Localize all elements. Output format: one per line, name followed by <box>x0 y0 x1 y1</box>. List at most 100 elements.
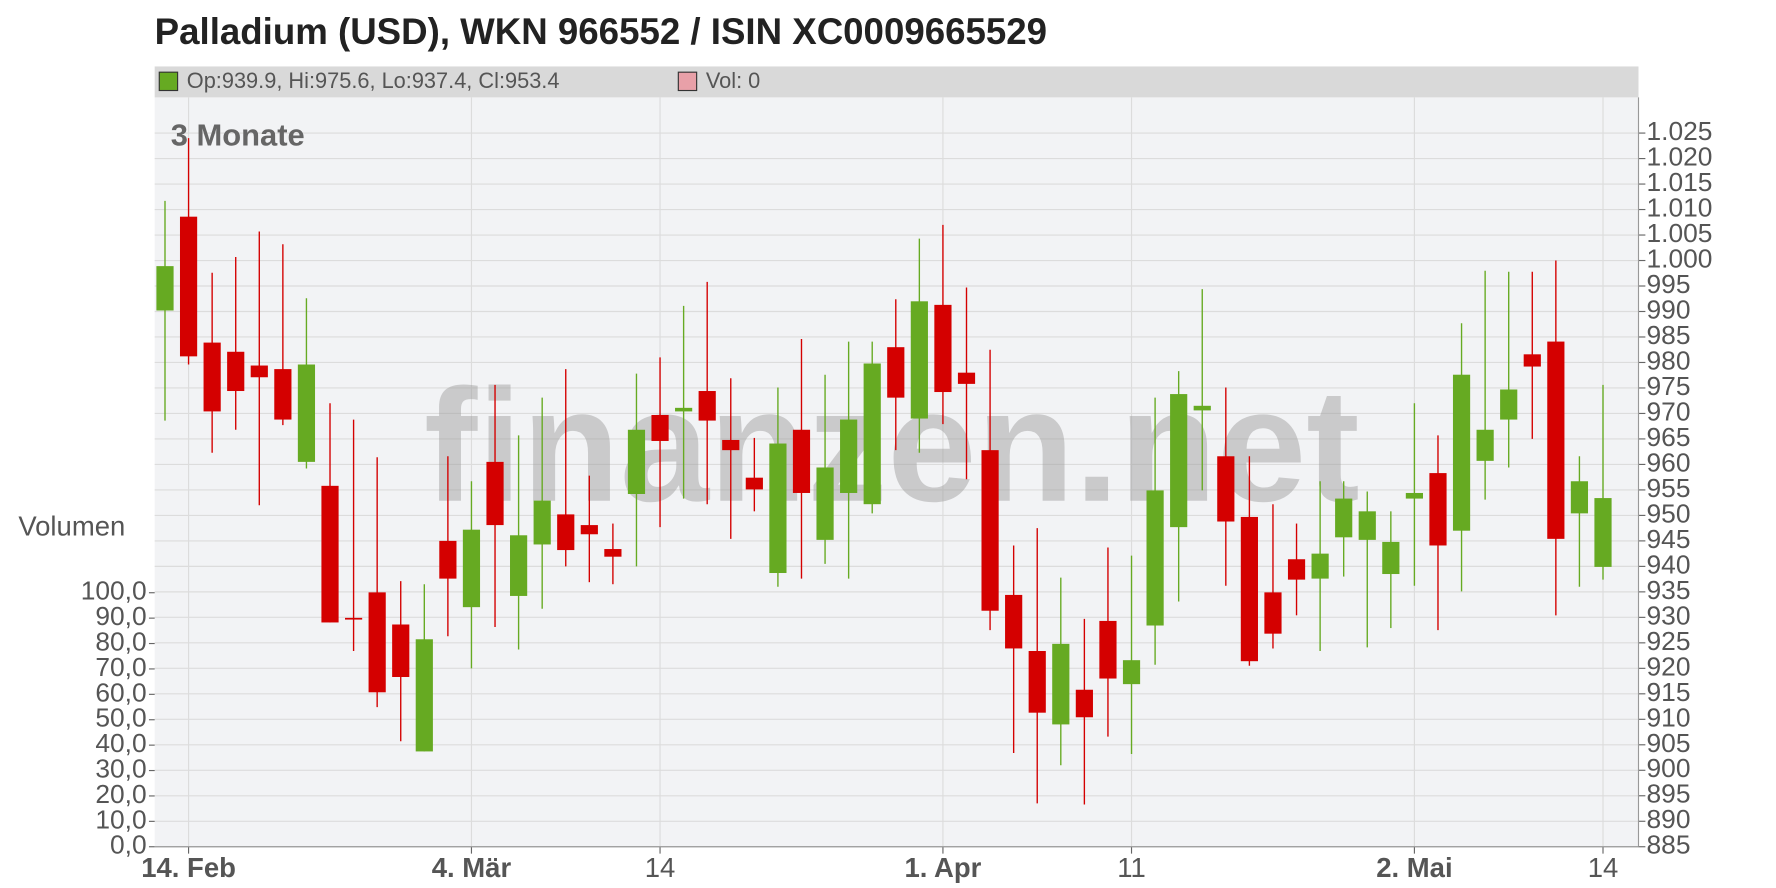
x-tick-label: 14 <box>1588 852 1619 883</box>
candle-body <box>1405 492 1424 499</box>
candle-body <box>1452 374 1471 531</box>
volume-axis-label: Volumen <box>18 510 125 541</box>
y-tick-label: 940 <box>1647 549 1691 579</box>
y-tick-label: 895 <box>1647 779 1691 809</box>
candle-body <box>981 450 999 611</box>
x-tick-label: 14. Feb <box>141 852 236 883</box>
y-tick-label: 900 <box>1647 753 1691 783</box>
x-tick-label: 1. Apr <box>904 852 981 883</box>
y-tick-label: 1.010 <box>1647 192 1713 222</box>
y-tick-label: 920 <box>1647 651 1691 681</box>
y-tick-label: 975 <box>1647 371 1691 401</box>
candle-body <box>392 624 410 677</box>
y-tick-label: 930 <box>1647 600 1691 630</box>
candle-body <box>1523 354 1541 367</box>
y2-tick-label: 10,0 <box>95 804 146 834</box>
y-tick-label: 995 <box>1647 269 1691 299</box>
candle-body <box>203 342 221 412</box>
candle-body <box>1429 473 1447 546</box>
candle-body <box>863 363 881 505</box>
candle-body <box>462 529 481 608</box>
candle-body <box>627 429 646 494</box>
y-tick-label: 1.025 <box>1647 116 1713 146</box>
candle-body <box>1335 498 1353 538</box>
candle-body <box>439 540 457 579</box>
candle-body <box>1358 511 1376 540</box>
y-tick-label: 935 <box>1647 575 1691 605</box>
candle-body <box>1146 490 1164 626</box>
period-label: 3 Monate <box>171 118 305 153</box>
candle-body <box>722 439 740 451</box>
candle-body <box>344 617 363 620</box>
candle-body <box>887 347 905 398</box>
y2-tick-label: 50,0 <box>95 703 146 733</box>
y-tick-label: 885 <box>1647 830 1691 860</box>
y-tick-label: 990 <box>1647 294 1691 324</box>
candle-body <box>1170 394 1188 528</box>
candle-body <box>1005 594 1023 649</box>
y-tick-label: 1.015 <box>1647 167 1713 197</box>
x-tick-label: 11 <box>1117 852 1146 883</box>
x-tick-label: 2. Mai <box>1376 852 1452 883</box>
chart-title: Palladium (USD), WKN 966552 / ISIN XC000… <box>155 11 1047 52</box>
candle-body <box>1476 429 1494 461</box>
candle-body <box>274 369 292 420</box>
candle-body <box>321 485 339 623</box>
candle-body <box>179 216 198 357</box>
candle-body <box>1052 643 1070 725</box>
candle-body <box>368 592 386 693</box>
candle-body <box>840 419 858 493</box>
candle-body <box>1500 389 1518 420</box>
y2-tick-label: 0,0 <box>110 830 147 860</box>
plot-area <box>154 97 1639 847</box>
legend-entry: Op:939.9, Hi:975.6, Lo:937.4, Cl:953.4 <box>187 68 560 93</box>
candle-body <box>580 525 598 535</box>
y-tick-label: 890 <box>1647 804 1691 834</box>
y-tick-label: 980 <box>1647 345 1691 375</box>
y-tick-label: 905 <box>1647 728 1691 758</box>
y-tick-label: 955 <box>1647 473 1691 503</box>
legend-entry: Vol: 0 <box>706 68 760 93</box>
y-tick-label: 1.000 <box>1647 243 1713 273</box>
candle-body <box>250 365 268 378</box>
y-tick-label: 970 <box>1647 396 1691 426</box>
y-tick-label: 925 <box>1647 626 1691 656</box>
y2-tick-label: 30,0 <box>95 753 146 783</box>
y-tick-label: 985 <box>1647 320 1691 350</box>
y-tick-label: 910 <box>1647 702 1691 732</box>
candle-body <box>769 443 787 574</box>
legend-swatch <box>158 71 179 92</box>
candle-body <box>533 500 551 545</box>
candle-body <box>1028 651 1046 713</box>
candle-body <box>1382 541 1400 575</box>
candle-body <box>1547 341 1565 539</box>
candle-body <box>745 477 763 490</box>
y2-tick-label: 90,0 <box>95 601 146 631</box>
y2-tick-label: 70,0 <box>95 652 146 682</box>
candle-body <box>486 461 504 526</box>
y-tick-label: 945 <box>1647 524 1691 554</box>
candle-body <box>510 535 528 596</box>
y-tick-label: 960 <box>1647 447 1691 477</box>
y-tick-label: 1.005 <box>1647 218 1713 248</box>
y2-tick-label: 100,0 <box>81 576 147 606</box>
candle-body <box>297 364 316 462</box>
candle-body <box>792 429 811 493</box>
candle-body <box>934 304 952 393</box>
candle-body <box>557 514 575 551</box>
candle-body <box>651 414 669 441</box>
candle-body <box>957 372 976 384</box>
candle-body <box>698 391 716 421</box>
candle-body <box>675 407 693 412</box>
y-tick-label: 1.020 <box>1647 142 1713 172</box>
y-tick-label: 965 <box>1647 422 1691 452</box>
x-tick-label: 4. Mär <box>432 852 512 883</box>
y-tick-label: 915 <box>1647 677 1691 707</box>
legend-swatch <box>677 71 698 92</box>
candle-body <box>1311 553 1329 579</box>
candle-body <box>1122 660 1141 685</box>
y-tick-label: 950 <box>1647 498 1691 528</box>
y2-tick-label: 80,0 <box>95 626 146 656</box>
